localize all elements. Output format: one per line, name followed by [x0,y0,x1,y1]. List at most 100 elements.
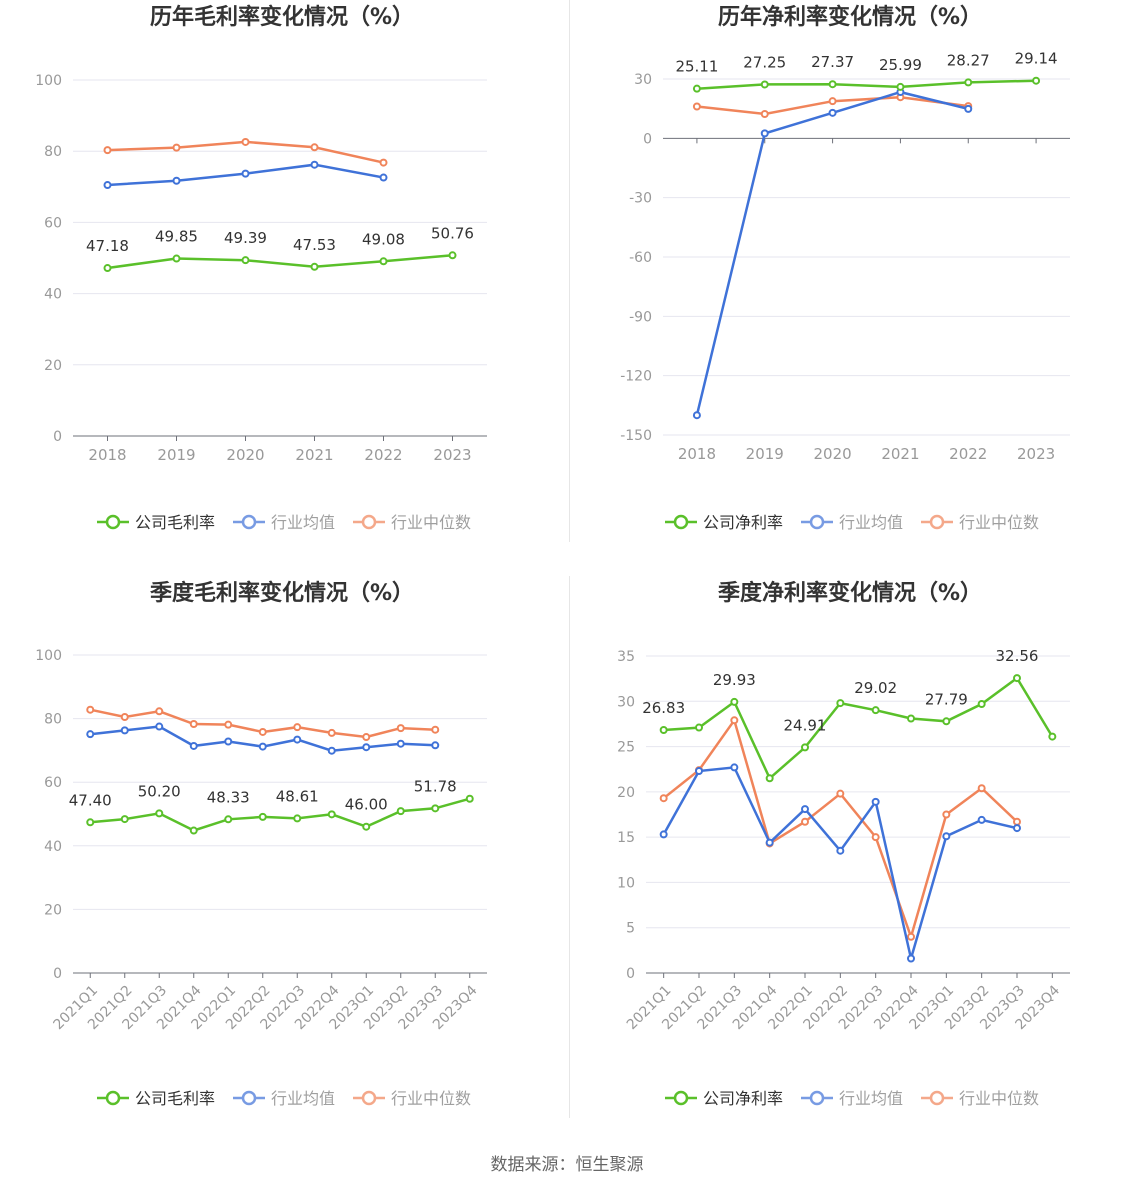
data-point-company [695,723,703,732]
y-tick-label: 0 [626,966,635,982]
data-point-industry_avg [692,411,701,420]
data-point-industry_avg [871,797,880,806]
data-point-company [1032,76,1041,85]
legend-label: 公司净利率 [703,1089,783,1108]
x-tick-label: 2019 [746,445,784,463]
x-tick-label: 2020 [813,445,851,463]
legend-label: 公司毛利率 [135,513,215,532]
data-point-company [396,807,405,816]
x-tick-label: 2018 [678,445,716,463]
data-point-industry_avg [189,741,198,750]
chart-title: 历年净利率变化情况（%） [718,4,982,30]
x-tick-label: 2020 [226,446,264,464]
data-point-company [964,78,973,87]
data-point-company [241,256,250,265]
data-label: 29.93 [713,671,756,689]
data-point-industry_median [327,728,336,737]
y-tick-label: 30 [634,72,652,88]
data-point-industry_avg [836,846,845,855]
data-label: 47.18 [86,237,129,255]
data-point-industry_avg [1013,824,1021,833]
legend-marker [673,514,689,530]
data-point-company [465,794,474,803]
data-point-company [871,706,880,715]
y-tick-label: 20 [617,785,635,801]
y-tick-label: 5 [626,921,635,937]
y-tick-label: -30 [629,191,652,207]
annual-gross-margin-chart: 历年毛利率变化情况（%） 0 20 40 60 80 100 2018 2019 2020 2021… [0,0,568,560]
data-point-industry_median [310,143,319,152]
y-tick-label: 60 [44,775,62,791]
data-point-industry_median [828,97,837,106]
data-label: 27.79 [925,690,968,708]
data-point-company [692,84,701,93]
legend-item-industry_avg: 行业均值 [801,513,903,532]
data-point-industry_avg [241,169,250,178]
legend-marker [241,514,257,530]
data-point-company [801,743,809,752]
data-point-company [836,699,845,708]
legend-label: 公司毛利率 [135,1089,215,1108]
data-point-industry_avg [362,743,371,752]
y-tick-label: 60 [44,215,62,231]
legend-label: 行业均值 [839,1089,903,1108]
quarterly-gross-margin-chart: 季度毛利率变化情况（%） 0 20 40 60 80 100 2021Q1 2021Q2 2021… [0,576,568,1136]
data-point-company [896,82,905,91]
data-point-company [103,264,112,273]
data-point-company [155,809,164,818]
panel-divider [569,576,570,1118]
data-point-industry_median [836,789,845,798]
data-point-company [431,804,440,813]
data-point-industry_avg [431,741,440,750]
legend-label: 行业均值 [271,513,335,532]
data-point-company [977,700,986,709]
y-tick-label: -120 [620,369,652,385]
data-point-industry_median [258,727,267,736]
legend-item-industry_median: 行业中位数 [921,513,1039,532]
data-point-industry_avg [760,129,769,138]
y-tick-label: 20 [44,902,62,918]
legend-marker [361,1090,377,1106]
legend-item-industry_median: 行业中位数 [921,1089,1039,1108]
data-label: 29.14 [1015,50,1058,68]
data-label: 49.85 [155,228,198,246]
chart-title: 季度净利率变化情况（%） [718,580,982,606]
data-point-industry_median [86,705,95,714]
data-point-industry_median [1013,817,1021,826]
y-tick-label: -150 [620,428,652,444]
data-point-industry_avg [964,104,973,113]
legend-item-industry_median: 行业中位数 [353,1089,471,1108]
data-label: 27.25 [743,53,786,71]
data-point-company [293,814,302,823]
y-tick-label: 40 [44,839,62,855]
y-tick-label: 10 [617,875,635,891]
legend-marker [105,1090,121,1106]
data-point-industry_avg [828,108,837,117]
data-point-company [828,80,837,89]
x-tick-label: 2023 [1017,445,1055,463]
data-label: 49.08 [362,230,405,248]
series-line-company [696,79,1037,90]
x-tick-label: 2021 [295,446,333,464]
y-tick-label: 100 [35,73,62,89]
y-tick-label: -60 [629,250,652,266]
legend-label: 行业中位数 [391,1089,471,1108]
series-line-company [107,254,453,270]
data-point-industry_median [224,720,233,729]
legend-label: 行业均值 [839,513,903,532]
data-point-company [942,717,951,726]
data-label: 51.78 [414,777,457,795]
x-tick-label: 2018 [88,446,126,464]
legend-marker [105,514,121,530]
legend-item-company: 公司毛利率 [97,1089,215,1108]
y-tick-label: 80 [44,144,62,160]
data-label: 47.53 [293,236,336,254]
legend-item-company: 公司净利率 [665,1089,783,1108]
data-point-industry_avg [293,735,302,744]
y-tick-label: 35 [617,649,635,665]
data-source-note: 数据来源：恒生聚源 [490,1155,644,1175]
data-point-industry_median [692,102,701,111]
chart-svg: 季度毛利率变化情况（%）0204060801002021Q12021Q22021… [35,580,487,1108]
data-point-industry_median [942,810,951,819]
data-point-industry_avg [379,173,388,182]
